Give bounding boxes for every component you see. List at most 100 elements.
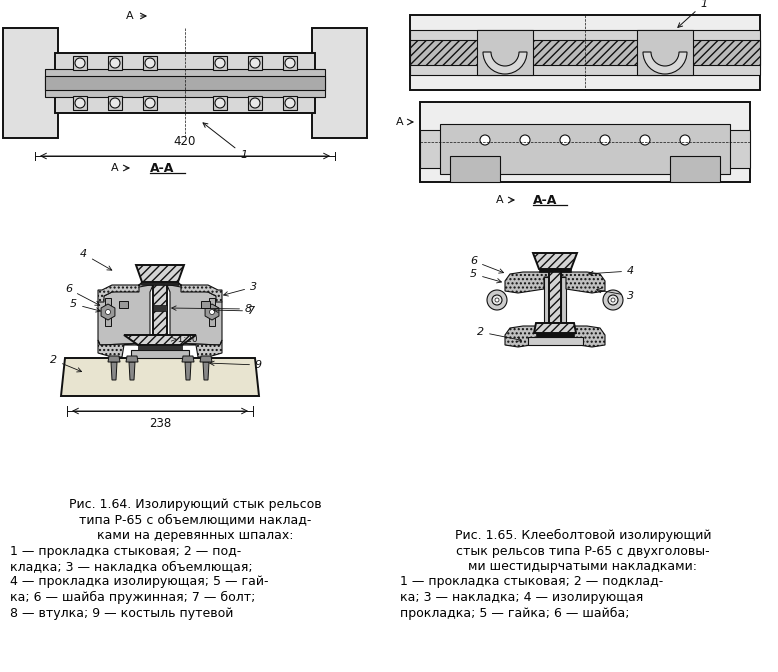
Polygon shape (505, 272, 549, 293)
Bar (450, 156, 500, 182)
Bar (477, 30, 533, 75)
Text: 9: 9 (210, 360, 262, 370)
Polygon shape (561, 272, 605, 293)
Text: Рис. 1.65. Клееболтовой изолирующий: Рис. 1.65. Клееболтовой изолирующий (455, 529, 711, 542)
Bar (153, 305, 167, 311)
Bar (119, 301, 128, 308)
Bar (410, 40, 760, 65)
Polygon shape (153, 282, 167, 335)
Bar (637, 30, 693, 75)
Circle shape (102, 306, 114, 318)
Circle shape (480, 135, 490, 145)
Polygon shape (61, 358, 259, 396)
Polygon shape (200, 356, 212, 362)
Bar (45, 69, 325, 97)
Circle shape (75, 98, 85, 108)
Text: 2: 2 (50, 355, 82, 372)
Bar (138, 345, 182, 350)
Text: 420: 420 (173, 135, 196, 148)
Circle shape (640, 135, 650, 145)
Text: 6: 6 (65, 284, 100, 305)
Text: 4: 4 (80, 249, 112, 270)
Polygon shape (124, 335, 196, 345)
Circle shape (603, 290, 623, 310)
Polygon shape (129, 362, 135, 380)
Circle shape (75, 58, 85, 68)
Circle shape (215, 98, 225, 108)
Bar (420, 130, 750, 168)
Text: 5: 5 (70, 299, 100, 312)
Circle shape (110, 98, 120, 108)
Bar (312, 28, 367, 138)
Circle shape (206, 306, 218, 318)
Circle shape (145, 98, 155, 108)
Circle shape (110, 58, 120, 68)
Circle shape (250, 98, 260, 108)
Polygon shape (182, 356, 194, 362)
Bar (420, 102, 750, 182)
Polygon shape (544, 277, 549, 331)
Wedge shape (483, 52, 527, 74)
Circle shape (145, 58, 155, 68)
Bar (108, 96, 122, 110)
Text: A: A (111, 163, 119, 173)
Bar (213, 96, 227, 110)
Polygon shape (101, 304, 115, 320)
Text: A-A: A-A (533, 194, 557, 206)
Polygon shape (136, 265, 184, 282)
Polygon shape (534, 323, 576, 333)
Polygon shape (505, 323, 549, 347)
Polygon shape (142, 282, 178, 285)
Text: ка; 3 — накладка; 4 — изолирующая: ка; 3 — накладка; 4 — изолирующая (400, 591, 643, 604)
Text: 7: 7 (214, 306, 255, 316)
Text: прокладка; 5 — гайка; 6 — шайба;: прокладка; 5 — гайка; 6 — шайба; (400, 607, 629, 620)
Text: типа Р-65 с объемлющими наклад-: типа Р-65 с объемлющими наклад- (79, 513, 311, 526)
Polygon shape (539, 269, 571, 272)
Circle shape (560, 135, 570, 145)
Text: A: A (496, 195, 504, 205)
Polygon shape (126, 356, 138, 362)
Text: ми шестидырчатыми накладками:: ми шестидырчатыми накладками: (468, 560, 698, 573)
Bar (45, 76, 325, 90)
Bar (283, 56, 297, 70)
Text: A: A (126, 11, 134, 21)
Bar (73, 56, 87, 70)
Polygon shape (98, 285, 153, 345)
Bar (143, 96, 157, 110)
Circle shape (487, 290, 507, 310)
Text: 4 — прокладка изолирующая; 5 — гай-: 4 — прокладка изолирующая; 5 — гай- (10, 575, 268, 589)
Bar (209, 298, 215, 326)
Polygon shape (178, 282, 222, 302)
Text: A: A (396, 117, 404, 127)
Polygon shape (108, 356, 120, 362)
Bar (440, 124, 730, 174)
Text: кладка; 3 — накладка объемлющая;: кладка; 3 — накладка объемлющая; (10, 560, 253, 573)
Text: ками на деревянных шпалах:: ками на деревянных шпалах: (96, 529, 293, 542)
Polygon shape (561, 323, 605, 347)
Circle shape (285, 58, 295, 68)
Text: ка; 6 — шайба пружинная; 7 — болт;: ка; 6 — шайба пружинная; 7 — болт; (10, 591, 255, 604)
Polygon shape (111, 362, 117, 380)
Bar (410, 30, 760, 75)
Bar (248, 96, 262, 110)
Polygon shape (167, 285, 222, 345)
Text: 5: 5 (470, 269, 502, 283)
Text: 2: 2 (477, 327, 521, 341)
Bar (131, 350, 189, 358)
Bar (201, 301, 210, 308)
Bar (283, 96, 297, 110)
Text: 1 — прокладка стыковая; 2 — под-: 1 — прокладка стыковая; 2 — под- (10, 544, 241, 558)
Text: 8 — втулка; 9 — костыль путевой: 8 — втулка; 9 — костыль путевой (10, 607, 233, 620)
Circle shape (611, 298, 615, 302)
Text: 4: 4 (589, 266, 634, 276)
Bar (213, 56, 227, 70)
Text: 8: 8 (172, 304, 252, 314)
Polygon shape (533, 253, 577, 269)
Circle shape (680, 135, 690, 145)
Circle shape (250, 58, 260, 68)
Text: 3: 3 (223, 282, 257, 296)
Polygon shape (98, 282, 142, 302)
Text: 6: 6 (470, 256, 503, 273)
Text: 1: 1 (678, 0, 707, 28)
Bar (410, 15, 760, 90)
